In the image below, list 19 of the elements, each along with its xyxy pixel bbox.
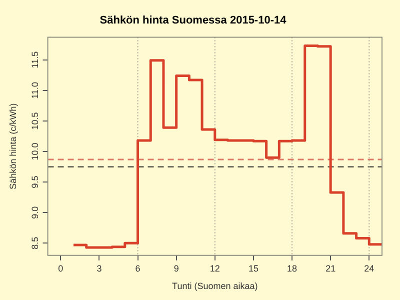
y-tick-label: 10.0 (30, 142, 40, 160)
x-tick-label: 3 (96, 263, 102, 274)
x-tick-label: 21 (326, 263, 336, 274)
y-tick-label: 11.0 (30, 82, 40, 99)
y-tick-label: 9.5 (30, 176, 40, 188)
y-tick-label: 8.5 (30, 236, 40, 250)
y-axis-title: Sähkön hinta (c/kWh) (8, 103, 18, 190)
y-tick-label: 11.5 (30, 51, 40, 68)
x-tick-label: 12 (210, 263, 220, 274)
x-tick-label: 24 (364, 263, 374, 274)
y-tick-label: 10.5 (30, 112, 40, 130)
x-tick-label: 15 (248, 263, 258, 274)
x-tick-label: 6 (135, 263, 140, 274)
x-tick-label: 0 (58, 263, 64, 274)
chart-title: Sähkön hinta Suomessa 2015-10-14 (100, 14, 288, 27)
x-axis-title: Tunti (Suomen aikaa) (172, 281, 258, 292)
y-tick-label: 9.0 (30, 206, 40, 219)
x-tick-label: 9 (174, 263, 179, 274)
x-tick-label: 18 (287, 263, 298, 274)
